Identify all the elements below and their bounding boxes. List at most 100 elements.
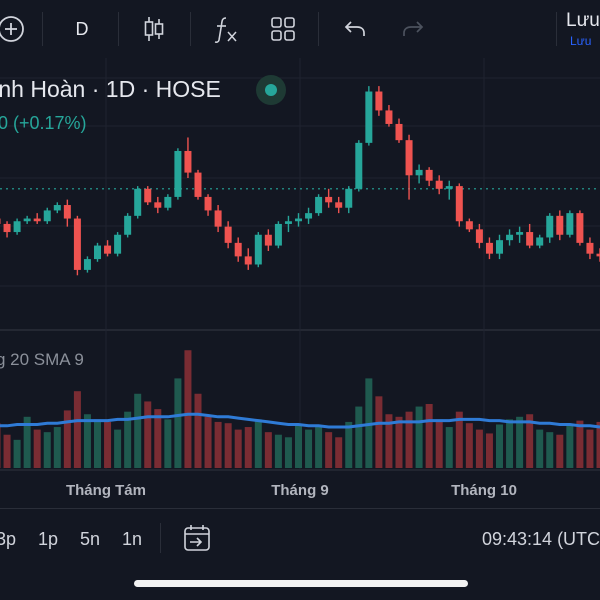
volume-bar bbox=[375, 396, 383, 468]
layout-button[interactable] bbox=[268, 12, 298, 46]
volume-bar bbox=[405, 411, 413, 468]
range-5n[interactable]: 5n bbox=[80, 529, 101, 549]
candle bbox=[506, 229, 514, 246]
range-3p[interactable]: 3p bbox=[0, 529, 17, 549]
undo-button[interactable] bbox=[340, 12, 370, 46]
calendar-goto-icon bbox=[184, 525, 210, 551]
candle bbox=[274, 221, 282, 249]
volume-bar bbox=[94, 419, 101, 468]
candle bbox=[0, 218, 1, 224]
volume-bar bbox=[455, 411, 463, 468]
candle-body bbox=[425, 169, 433, 181]
save-button[interactable]: Lưu Lưu bbox=[566, 8, 600, 52]
candle-body bbox=[566, 213, 574, 235]
candle bbox=[33, 213, 41, 224]
range-1p[interactable]: 1p bbox=[38, 529, 59, 549]
candle bbox=[385, 105, 393, 127]
candle bbox=[496, 234, 503, 260]
candle bbox=[184, 137, 192, 178]
volume-bar bbox=[264, 432, 272, 468]
add-symbol-button[interactable] bbox=[0, 12, 28, 46]
chart-type-button[interactable] bbox=[138, 12, 170, 46]
candle bbox=[254, 232, 262, 268]
indicators-fx-icon bbox=[214, 17, 237, 43]
volume-bar bbox=[214, 421, 222, 468]
candle bbox=[445, 180, 453, 200]
candle bbox=[305, 207, 313, 224]
candle-body bbox=[445, 186, 453, 189]
candle-body bbox=[23, 218, 31, 222]
candle bbox=[435, 175, 443, 195]
volume-bar bbox=[435, 419, 443, 468]
candle bbox=[284, 215, 292, 233]
interval-button[interactable]: D bbox=[64, 12, 100, 46]
candle-body bbox=[274, 223, 282, 246]
candle bbox=[73, 215, 81, 276]
volume-bar bbox=[244, 427, 252, 468]
candle-body bbox=[3, 223, 11, 233]
candle-body bbox=[315, 196, 323, 214]
candle-body bbox=[385, 110, 393, 124]
candle bbox=[204, 194, 212, 216]
redo-button[interactable] bbox=[398, 12, 428, 46]
volume-indicator-label[interactable]: g 20 SMA 9 bbox=[0, 350, 84, 369]
candle bbox=[405, 134, 413, 200]
candle-body bbox=[395, 123, 403, 141]
volume-bar bbox=[506, 419, 514, 468]
candle-body bbox=[184, 150, 192, 173]
candle-body bbox=[174, 150, 182, 197]
candle-body bbox=[43, 210, 51, 222]
volume-bar bbox=[124, 411, 132, 468]
candle bbox=[325, 188, 333, 208]
toolbar-divider bbox=[556, 12, 557, 46]
bottom-toolbar: 3p 1p 5n 1n 09:43:14 (UTC bbox=[0, 508, 600, 567]
candle-body bbox=[365, 91, 373, 143]
candle bbox=[94, 242, 101, 262]
undo-icon bbox=[344, 21, 365, 36]
candle-body bbox=[355, 142, 363, 189]
candle-body bbox=[405, 140, 413, 176]
volume-bar bbox=[0, 423, 1, 468]
candle-body bbox=[214, 210, 222, 227]
top-toolbar: D bbox=[0, 0, 600, 58]
volume-bar bbox=[415, 406, 423, 468]
grid bbox=[0, 58, 600, 470]
clock-timezone[interactable]: 09:43:14 (UTC bbox=[482, 529, 600, 549]
candle-body bbox=[325, 196, 333, 203]
candle bbox=[425, 167, 433, 187]
volume-bar bbox=[33, 429, 41, 468]
volume-bar bbox=[465, 423, 473, 468]
candles bbox=[0, 86, 600, 276]
volume-bar bbox=[576, 420, 584, 468]
volume-bar bbox=[23, 416, 31, 468]
candle-body bbox=[73, 218, 81, 270]
range-1n[interactable]: 1n bbox=[122, 529, 143, 549]
candle bbox=[295, 213, 302, 227]
volume-bar bbox=[164, 419, 172, 468]
indicators-button[interactable] bbox=[210, 12, 240, 46]
volume-bar bbox=[43, 432, 51, 468]
goto-date-button[interactable] bbox=[182, 523, 212, 558]
candle bbox=[355, 140, 363, 192]
toolbar-divider bbox=[42, 12, 43, 46]
price-chart[interactable]: Tháng Tám Tháng 9 Tháng 10 bbox=[0, 58, 600, 508]
market-status-indicator[interactable] bbox=[256, 75, 286, 105]
volume-bar bbox=[254, 419, 262, 468]
candle bbox=[475, 223, 483, 249]
candle-body bbox=[435, 180, 443, 189]
symbol-legend-title[interactable]: ình Hoàn · 1D · HOSE bbox=[0, 76, 221, 102]
candle bbox=[465, 218, 473, 233]
toolbar-divider bbox=[190, 12, 191, 46]
candle-body bbox=[305, 213, 313, 219]
volume-bar bbox=[596, 421, 600, 468]
volume-bar bbox=[73, 391, 81, 468]
candle-body bbox=[204, 196, 212, 211]
volume-bar bbox=[104, 421, 112, 468]
volume-bar bbox=[546, 432, 554, 468]
volume-bar bbox=[194, 393, 202, 468]
volume-bar bbox=[315, 427, 323, 468]
volume-bar bbox=[234, 429, 242, 468]
volume-bar bbox=[305, 429, 313, 468]
volume-bar bbox=[83, 414, 91, 468]
candle-body bbox=[455, 186, 463, 222]
